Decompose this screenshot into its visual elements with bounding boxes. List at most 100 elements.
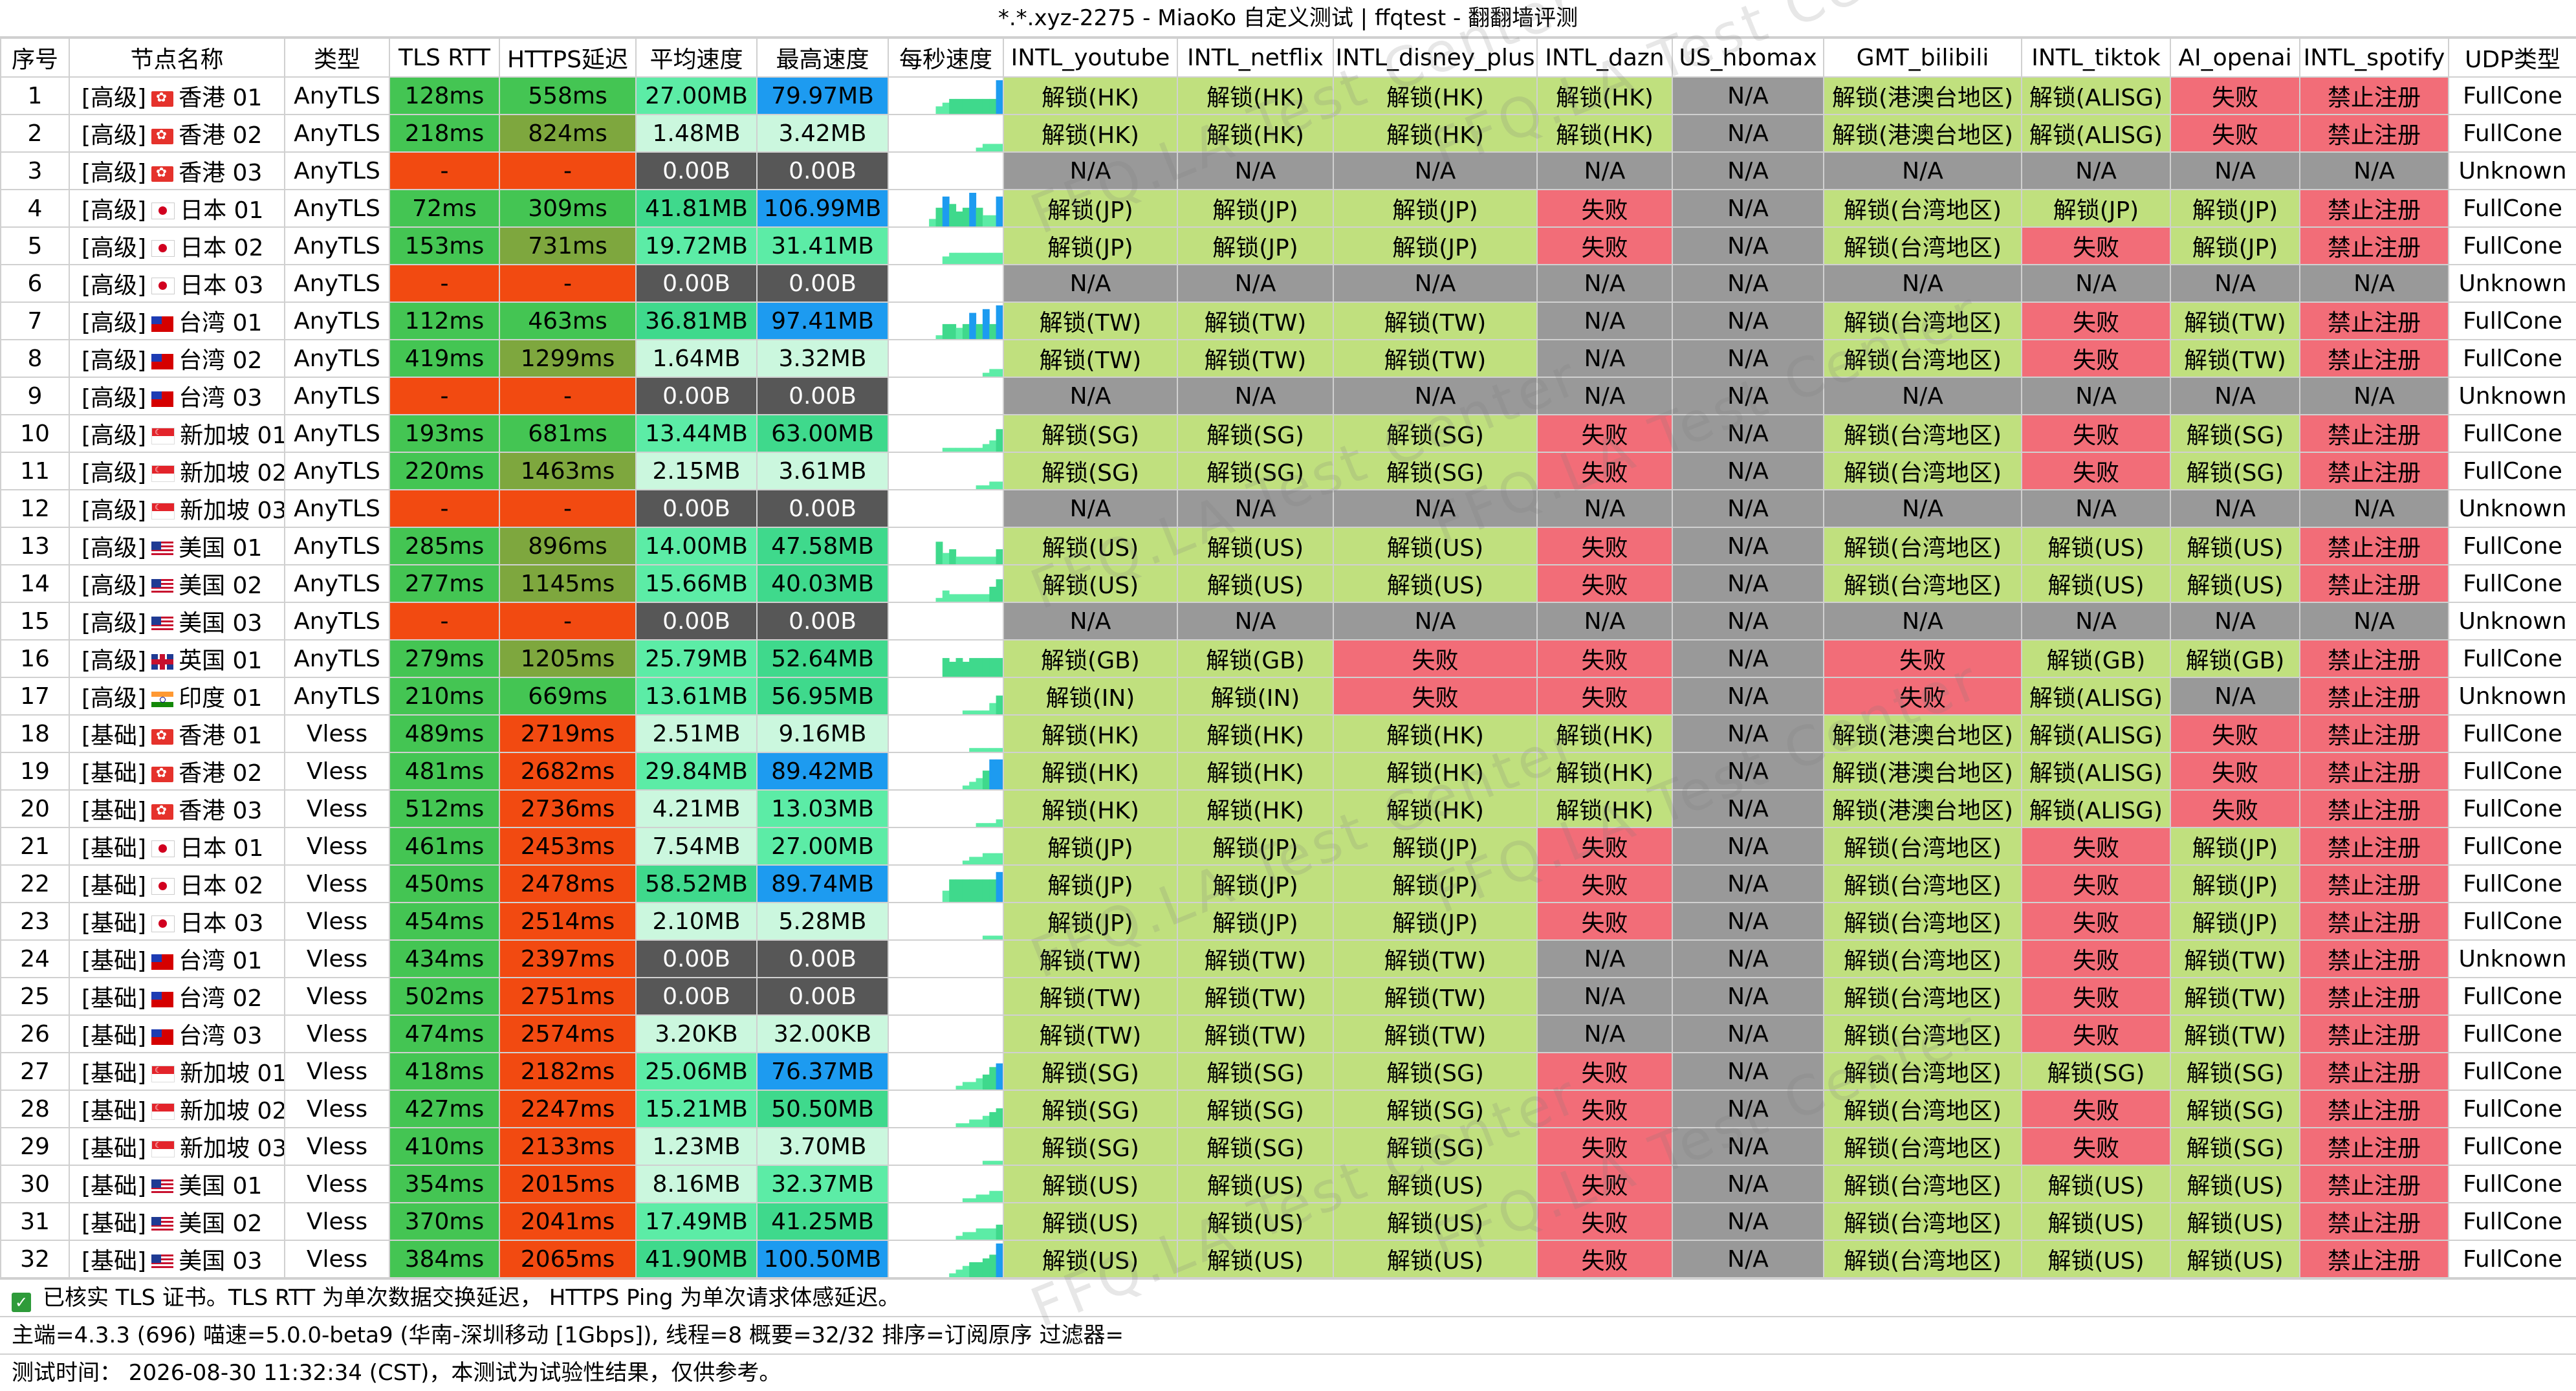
cell-https-latency: 1299ms (499, 339, 637, 378)
column-header-udp[interactable]: UDP类型 (2448, 38, 2576, 78)
cell-hbomax: N/A (1672, 939, 1824, 978)
table-row[interactable]: 10 [高级] 新加坡 01AnyTLS193ms681ms13.44MB63.00… (0, 414, 2576, 453)
column-header-spark[interactable]: 每秒速度 (888, 38, 1004, 78)
cell-dazn: 失败 (1536, 452, 1673, 490)
cell-https-latency: 2015ms (499, 1165, 637, 1203)
cell-type: AnyTLS (284, 639, 390, 678)
cell-avg-speed: 0.00B (635, 977, 758, 1016)
cell-hbomax: N/A (1672, 1202, 1824, 1241)
flag-us-icon (151, 542, 174, 557)
table-row[interactable]: 23 [基础] 日本 03 Vless 454ms 2514ms 2.10MB 5.28MB 解… (0, 902, 2576, 941)
sparkline-bar (996, 196, 1002, 226)
table-row[interactable]: 15 [高级] 美国 03 AnyTLS - -0.00B 0.00B N/A N/A N/A N/… (0, 602, 2576, 641)
table-row[interactable]: 7 [高级] 台湾 01 AnyTLS 112ms 463ms 36.81MB 97.41MB… (0, 301, 2576, 340)
column-header-nf[interactable]: INTL_netflix (1177, 38, 1334, 78)
table-row[interactable]: 30 [基础] 美国 01 Vless 354ms 2015ms 8.16MB 32.37MB… (0, 1165, 2576, 1203)
cell-tiktok: 解锁(US) (2021, 527, 2171, 565)
cell-avg-speed: 7.54MB (635, 827, 758, 866)
cell-spotify: 禁止注册 (2299, 114, 2449, 153)
cell-udp-type: FullCone (2448, 564, 2576, 603)
table-row[interactable]: 20 [基础] 香港 03 Vless512ms2736ms4.21MB13.03MB… (0, 789, 2576, 828)
table-row[interactable]: 32 [基础] 美国 03 Vless 384ms 2065ms 41.90MB 100.50… (0, 1240, 2576, 1278)
cell-per-second-speed (888, 977, 1004, 1016)
table-row[interactable]: 22 [基础] 日本 02 Vless 450ms 2478ms 58.52MB 89.74M… (0, 864, 2576, 903)
column-header-rtt[interactable]: TLS RTT (389, 38, 500, 78)
cell-type: Vless (284, 714, 390, 753)
cell-avg-speed: 0.00B (635, 377, 758, 415)
column-header-ai[interactable]: AI_openai (2170, 38, 2300, 78)
cell-avg-speed: 41.90MB (635, 1240, 758, 1278)
cell-avg-speed: 0.00B (635, 151, 758, 190)
cell-bilibili: 解锁(台湾地区) (1823, 827, 2022, 866)
sparkline-bar (962, 710, 970, 714)
column-header-avg[interactable]: 平均速度 (635, 38, 758, 78)
column-header-sp[interactable]: INTL_spotify (2299, 38, 2449, 78)
node-tier: [高级] (82, 347, 147, 374)
cell-hbomax: N/A (1672, 752, 1824, 791)
table-row[interactable]: 9 [高级] 台湾 03 AnyTLS - -0.00B 0.00B N/A N/A N/A N/A… (0, 377, 2576, 415)
table-row[interactable]: 24 [基础] 台湾 01 Vless 434ms 2397ms 0.00B 0.00B 解锁(… (0, 939, 2576, 978)
table-row[interactable]: 17 [高级] 印度 01 AnyTLS 210ms 669ms 13.61MB 56.95M… (0, 677, 2576, 716)
column-header-type[interactable]: 类型 (284, 38, 390, 78)
column-header-idx[interactable]: 序号 (0, 38, 70, 78)
cell-dazn: 失败 (1536, 677, 1673, 716)
table-row[interactable]: 12[高级]新加坡 03AnyTLS--0.00B0.00BN/AN/AN/AN… (0, 489, 2576, 528)
column-header-max[interactable]: 最高速度 (756, 38, 889, 78)
speed-sparkline (889, 1016, 1003, 1052)
table-row[interactable]: 27 [基础] 新加坡 01Vless418ms2182ms25.06MB76.37… (0, 1052, 2576, 1091)
cell-per-second-speed (888, 939, 1004, 978)
flag-jp-icon (151, 203, 175, 219)
node-tier: [高级] (82, 235, 147, 261)
column-header-bili[interactable]: GMT_bilibili (1823, 38, 2022, 78)
node-tier: [基础] (82, 1098, 147, 1124)
column-header-https[interactable]: HTTPS延迟 (499, 38, 637, 78)
table-row[interactable]: 29 [基础] 新加坡 03Vless410ms2133ms1.23MB3.70MB… (0, 1127, 2576, 1166)
cell-hbomax: N/A (1672, 151, 1824, 190)
column-header-yt[interactable]: INTL_youtube (1003, 38, 1178, 78)
cell-type: Vless (284, 752, 390, 791)
cell-tls-rtt: - (389, 489, 500, 528)
cell-per-second-speed (888, 377, 1004, 415)
cell-netflix: N/A (1177, 602, 1334, 641)
sparkline-bar (969, 312, 977, 338)
column-header-dazn[interactable]: INTL_dazn (1536, 38, 1673, 78)
table-row[interactable]: 13 [高级] 美国 01 AnyTLS 285ms 896ms 14.00MB 47.58M… (0, 527, 2576, 565)
table-row[interactable]: 19 [基础] 香港 02 Vless481ms2682ms29.84MB89.42M… (0, 752, 2576, 791)
column-header-hbo[interactable]: US_hbomax (1672, 38, 1824, 78)
column-header-tt[interactable]: INTL_tiktok (2021, 38, 2171, 78)
cell-tiktok: 失败 (2021, 939, 2171, 978)
table-row[interactable]: 4 [高级] 日本 01 AnyTLS 72ms 309ms 41.81MB 106.99MB… (0, 189, 2576, 228)
cell-node-name: [高级] 台湾 03 (69, 377, 285, 415)
sparkline-bar (996, 429, 1002, 451)
table-row[interactable]: 21 [基础] 日本 01 Vless 461ms 2453ms 7.54MB 27.00MB… (0, 827, 2576, 866)
cell-tiktok: 失败 (2021, 226, 2171, 265)
table-row[interactable]: 3[高级]香港 03AnyTLS--0.00B0.00BN/AN/AN/AN/A… (0, 151, 2576, 190)
cell-tls-rtt: 474ms (389, 1014, 500, 1053)
speed-sparkline (955, 1063, 1002, 1089)
table-row[interactable]: 6 [高级] 日本 03 AnyTLS - -0.00B 0.00B N/A N/A N/A N/A… (0, 264, 2576, 303)
table-row[interactable]: 28 [基础] 新加坡 02Vless427ms2247ms15.21MB50.50… (0, 1090, 2576, 1128)
table-row[interactable]: 26 [基础] 台湾 03 Vless 474ms 2574ms 3.20KB 32.00KB… (0, 1014, 2576, 1053)
column-header-name[interactable]: 节点名称 (69, 38, 285, 78)
table-row[interactable]: 5 [高级] 日本 02 AnyTLS 153ms 731ms 19.72MB 31.41MB… (0, 226, 2576, 265)
cell-openai: 解锁(SG) (2170, 1090, 2300, 1128)
cell-disney-plus: 解锁(TW) (1333, 1014, 1538, 1053)
table-row[interactable]: 1 [高级] 香港 01 AnyTLS128ms558ms27.00MB79.97MB… (0, 76, 2576, 115)
table-row[interactable]: 11 [高级] 新加坡 02AnyTLS220ms1463ms2.15MB3.61M… (0, 452, 2576, 490)
table-row[interactable]: 25 [基础] 台湾 02 Vless 502ms 2751ms 0.00B 0.00B 解锁(… (0, 977, 2576, 1016)
cell-bilibili: 解锁(台湾地区) (1823, 339, 2022, 378)
cell-openai: 解锁(JP) (2170, 827, 2300, 866)
sparkline-bar (982, 252, 990, 263)
table-row[interactable]: 8 [高级] 台湾 02 AnyTLS 419ms 1299ms 1.64MB 3.32MB 解… (0, 339, 2576, 378)
table-row[interactable]: 31 [基础] 美国 02 Vless 370ms 2041ms 17.49MB 41.25M… (0, 1202, 2576, 1241)
cell-index: 19 (0, 752, 70, 791)
sparkline-bar (976, 208, 983, 226)
cell-udp-type: FullCone (2448, 714, 2576, 753)
column-header-dp[interactable]: INTL_disney_plus (1333, 38, 1538, 78)
table-row[interactable]: 14 [高级] 美国 02 AnyTLS 277ms 1145ms 15.66MB 40.03… (0, 564, 2576, 603)
table-row[interactable]: 16 [高级] 英国 01 AnyTLS 279ms 1205ms 25.79MB 52.64… (0, 639, 2576, 678)
speed-sparkline (955, 1224, 1002, 1239)
